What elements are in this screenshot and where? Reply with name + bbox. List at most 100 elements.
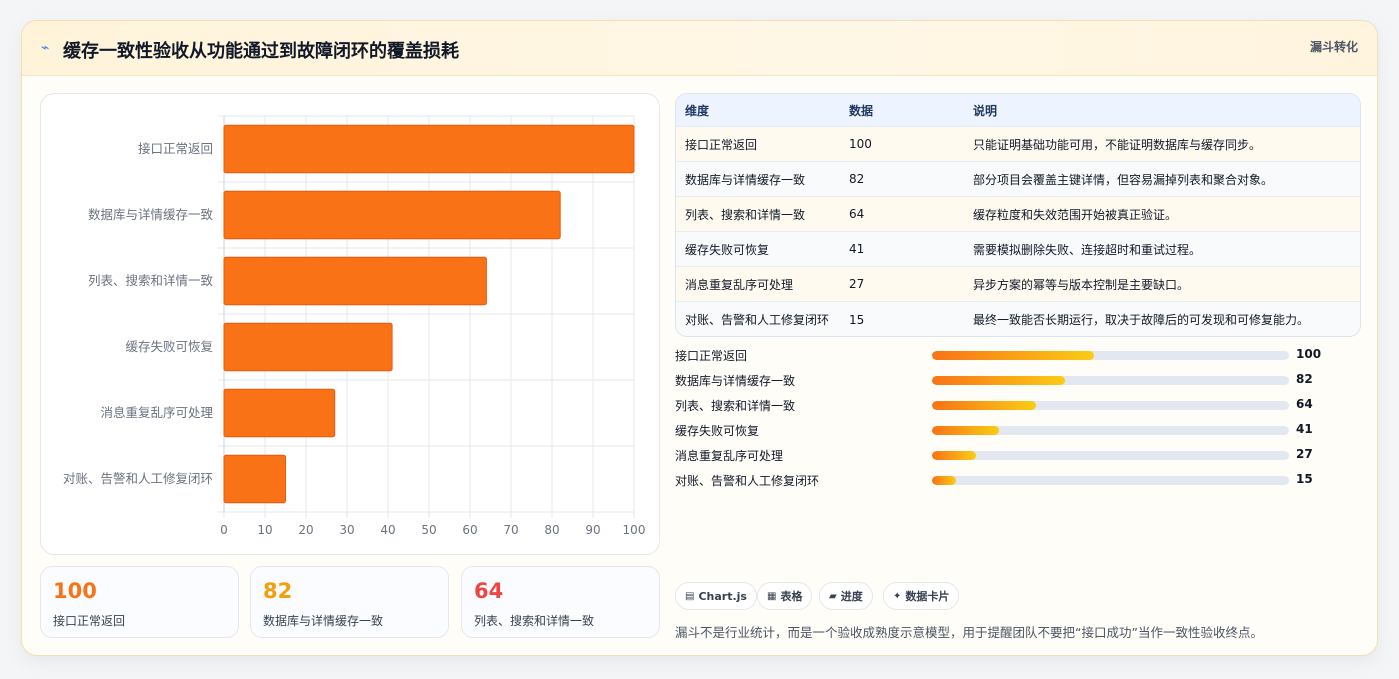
card-icon: ✦: [893, 590, 902, 602]
kpi-label: 接口正常返回: [53, 614, 126, 628]
table-cell-dimension: 缓存失败可恢复: [685, 242, 770, 257]
category-label: 数据库与详情缓存一致: [88, 207, 214, 222]
x-tick-label: 90: [585, 523, 600, 537]
progress-row: 缓存失败可恢复 41: [675, 420, 1375, 440]
x-tick-label: 30: [339, 523, 354, 537]
progress-track: [932, 426, 1289, 435]
chip-data-card[interactable]: ✦ 数据卡片: [883, 582, 960, 610]
progress-row: 接口正常返回 100: [675, 345, 1375, 365]
progress-fill: [932, 351, 1095, 360]
data-table: 维度 数据 说明 接口正常返回 100 只能证明基础功能可用，不能证明数据库与缓…: [675, 93, 1361, 337]
table-row: 消息重复乱序可处理 27 异步方案的幂等与版本控制是主要缺口。: [676, 267, 1360, 302]
progress-fill: [932, 426, 999, 435]
kpi-card-1: 100 接口正常返回: [40, 566, 239, 638]
card-header: ⌁ 缓存一致性验收从功能通过到故障闭环的覆盖损耗 漏斗转化: [22, 21, 1377, 76]
lightning-icon: ⌁: [41, 40, 50, 56]
chip-label: Chart.js: [698, 589, 747, 603]
progress-fill: [932, 476, 957, 485]
funnel-card: ⌁ 缓存一致性验收从功能通过到故障闭环的覆盖损耗 漏斗转化 接口正常返回 数据库与…: [21, 20, 1378, 656]
progress-label: 消息重复乱序可处理: [675, 449, 784, 463]
progress-fill: [932, 451, 976, 460]
chip-label: 数据卡片: [905, 590, 950, 603]
kpi-label: 数据库与详情缓存一致: [263, 614, 384, 628]
progress-label: 缓存失败可恢复: [675, 424, 760, 438]
table-cell-description: 只能证明基础功能可用，不能证明数据库与缓存同步。: [973, 137, 1262, 152]
chip-label: 进度: [840, 590, 863, 603]
table-cell-value: 41: [849, 242, 865, 256]
table-cell-description: 缓存粒度和失效范围开始被真正验证。: [973, 207, 1178, 222]
table-header-dimension: 维度: [685, 103, 710, 118]
progress-track: [932, 476, 1289, 485]
table-cell-dimension: 列表、搜索和详情一致: [685, 207, 806, 222]
table-header-value: 数据: [849, 103, 874, 118]
kpi-card-3: 64 列表、搜索和详情一致: [461, 566, 660, 638]
x-tick-label: 60: [462, 523, 477, 537]
progress-fill: [932, 401, 1036, 410]
table-icon: ▦: [767, 590, 777, 602]
progress-track: [932, 376, 1289, 385]
progress-row: 消息重复乱序可处理 27: [675, 445, 1375, 465]
table-cell-value: 64: [849, 207, 865, 221]
bar-chart: 接口正常返回 数据库与详情缓存一致 列表、搜索和详情一致 缓存失败可恢复 消息重复乱序可…: [40, 93, 660, 555]
chart-icon: ▤: [685, 590, 695, 602]
kpi-value: 64: [474, 579, 504, 603]
table-cell-dimension: 数据库与详情缓存一致: [685, 172, 806, 187]
table-cell-value: 100: [849, 137, 872, 151]
bar: [223, 454, 286, 504]
kpi-card-2: 82 数据库与详情缓存一致: [250, 566, 449, 638]
progress-label: 列表、搜索和详情一致: [675, 399, 796, 413]
table-cell-dimension: 对账、告警和人工修复闭环: [685, 313, 830, 327]
table-row: 对账、告警和人工修复闭环 15 最终一致能否长期运行，取决于故障后的可发现和可修…: [676, 302, 1360, 336]
x-tick-label: 50: [421, 523, 436, 537]
x-tick-label: 0: [220, 523, 228, 537]
category-label: 消息重复乱序可处理: [100, 405, 213, 420]
x-tick-label: 70: [503, 523, 518, 537]
kpi-label: 列表、搜索和详情一致: [474, 614, 595, 628]
table-row: 接口正常返回 100 只能证明基础功能可用，不能证明数据库与缓存同步。: [676, 127, 1360, 162]
page-title: 缓存一致性验收从功能通过到故障闭环的覆盖损耗: [63, 41, 459, 62]
progress-value: 27: [1296, 447, 1313, 461]
table-cell-dimension: 消息重复乱序可处理: [685, 277, 794, 292]
table-cell-value: 82: [849, 172, 865, 186]
progress-track: [932, 351, 1289, 360]
chip-table[interactable]: ▦ 表格: [757, 582, 813, 610]
bar: [223, 388, 336, 438]
table-row: 列表、搜索和详情一致 64 缓存粒度和失效范围开始被真正验证。: [676, 197, 1360, 232]
footnote: 漏斗不是行业统计，而是一个验收成熟度示意模型，用于提醒团队不要把“接口成功”当作…: [675, 625, 1263, 640]
chip-label: 表格: [780, 590, 803, 603]
chip-chartjs[interactable]: ▤ Chart.js: [675, 582, 757, 610]
funnel-badge: 漏斗转化: [1309, 40, 1358, 54]
progress-label: 对账、告警和人工修复闭环: [675, 474, 820, 488]
bar: [223, 322, 393, 372]
bar: [223, 124, 635, 174]
x-tick-label: 100: [623, 523, 646, 537]
progress-row: 数据库与详情缓存一致 82: [675, 370, 1375, 390]
progress-value: 64: [1296, 397, 1313, 411]
chip-progress[interactable]: ▰ 进度: [819, 582, 873, 610]
table-cell-description: 需要模拟删除失败、连接超时和重试过程。: [973, 242, 1202, 257]
progress-row: 列表、搜索和详情一致 64: [675, 395, 1375, 415]
progress-value: 82: [1296, 372, 1313, 386]
progress-value: 15: [1296, 472, 1313, 486]
table-cell-value: 27: [849, 277, 865, 291]
table-header-row: 维度 数据 说明: [676, 94, 1360, 127]
progress-label: 数据库与详情缓存一致: [675, 374, 796, 388]
bar-chart-svg: 接口正常返回数据库与详情缓存一致列表、搜索和详情一致缓存失败可恢复消息重复乱序可…: [63, 115, 646, 537]
progress-value: 100: [1296, 347, 1322, 361]
progress-row: 对账、告警和人工修复闭环 15: [675, 470, 1375, 490]
progress-value: 41: [1296, 422, 1313, 436]
kpi-value: 100: [53, 579, 97, 603]
category-label: 接口正常返回: [138, 141, 213, 156]
x-tick-label: 40: [380, 523, 395, 537]
progress-label: 接口正常返回: [675, 349, 748, 363]
table-cell-dimension: 接口正常返回: [685, 137, 758, 152]
category-label: 缓存失败可恢复: [125, 339, 213, 354]
table-cell-description: 异步方案的幂等与版本控制是主要缺口。: [973, 277, 1190, 292]
x-tick-label: 80: [544, 523, 559, 537]
category-label: 对账、告警和人工修复闭环: [63, 471, 213, 486]
table-cell-value: 15: [849, 312, 865, 327]
table-row: 缓存失败可恢复 41 需要模拟删除失败、连接超时和重试过程。: [676, 232, 1360, 267]
kpi-value: 82: [263, 579, 293, 603]
progress-track: [932, 451, 1289, 460]
table-cell-description: 部分项目会覆盖主键详情，但容易漏掉列表和聚合对象。: [973, 172, 1274, 187]
